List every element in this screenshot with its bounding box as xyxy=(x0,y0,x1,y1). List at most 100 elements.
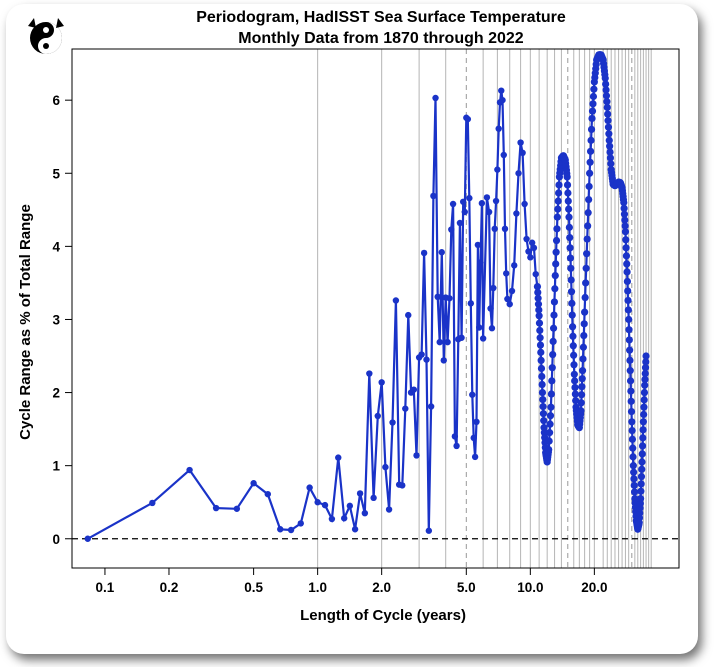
data-point xyxy=(492,197,500,205)
data-point xyxy=(469,391,476,398)
data-point xyxy=(571,383,579,392)
data-point xyxy=(584,209,592,217)
data-point xyxy=(532,270,539,278)
data-point xyxy=(601,74,609,82)
y-tick-label: 1 xyxy=(52,459,60,474)
data-point xyxy=(628,418,636,426)
data-point xyxy=(564,197,572,205)
data-point xyxy=(638,442,647,450)
data-point xyxy=(545,445,553,454)
data-point xyxy=(627,397,635,405)
data-point xyxy=(637,473,646,481)
data-point xyxy=(629,453,637,461)
data-point xyxy=(399,482,406,489)
data-point xyxy=(356,490,364,497)
data-point xyxy=(477,259,484,266)
data-point xyxy=(553,225,561,233)
data-point xyxy=(464,115,472,123)
x-tick-label: 5.0 xyxy=(457,580,476,595)
data-point xyxy=(233,505,241,512)
data-point xyxy=(533,282,542,291)
data-point xyxy=(423,356,430,363)
data-point xyxy=(536,334,544,342)
data-point xyxy=(523,235,530,243)
data-point xyxy=(585,195,593,204)
data-point xyxy=(535,306,543,314)
data-point xyxy=(548,364,556,372)
data-point xyxy=(622,252,631,260)
data-point xyxy=(604,117,612,125)
data-point xyxy=(519,149,526,156)
data-point xyxy=(639,418,647,426)
data-point xyxy=(603,103,611,112)
data-point xyxy=(500,151,507,159)
data-point xyxy=(546,420,554,428)
data-point xyxy=(583,235,591,243)
data-point xyxy=(623,268,631,276)
data-point xyxy=(639,434,647,442)
data-point xyxy=(335,454,342,461)
data-point xyxy=(566,233,574,242)
data-point xyxy=(552,260,560,268)
data-point xyxy=(456,219,464,227)
data-point xyxy=(570,351,578,359)
data-point xyxy=(589,92,598,101)
data-point xyxy=(640,403,648,411)
data-point xyxy=(530,244,538,252)
data-point xyxy=(297,520,304,527)
data-point xyxy=(625,326,633,334)
y-tick-label: 4 xyxy=(52,239,60,254)
x-tick-label: 0.5 xyxy=(244,580,263,595)
data-point xyxy=(410,386,418,393)
data-point xyxy=(629,444,637,452)
data-point xyxy=(495,125,502,132)
data-point xyxy=(402,405,409,412)
data-point xyxy=(625,315,633,324)
data-point xyxy=(580,320,588,328)
data-point xyxy=(306,484,313,491)
data-point xyxy=(346,502,354,510)
data-point xyxy=(569,332,577,340)
data-point xyxy=(621,216,629,224)
data-point xyxy=(642,352,650,360)
data-point xyxy=(549,324,558,332)
data-point xyxy=(385,506,393,513)
data-point xyxy=(534,300,543,308)
y-tick-label: 6 xyxy=(52,93,60,108)
data-point xyxy=(277,526,284,533)
data-point xyxy=(641,364,650,372)
y-axis: 0 1 2 3 4 5 6 xyxy=(52,93,72,547)
data-point xyxy=(366,370,373,377)
data-point xyxy=(583,250,591,258)
data-point xyxy=(490,284,497,292)
data-point xyxy=(521,200,528,208)
series-line xyxy=(87,53,648,540)
data-point xyxy=(425,527,433,534)
data-point xyxy=(528,239,536,246)
data-point xyxy=(554,197,562,205)
plot-frame xyxy=(71,48,680,569)
data-point xyxy=(579,343,587,351)
data-point xyxy=(587,136,595,144)
data-point xyxy=(577,399,585,407)
data-point xyxy=(585,182,593,191)
data-point xyxy=(604,110,612,118)
data-point xyxy=(605,136,613,144)
data-point xyxy=(626,346,634,354)
data-point xyxy=(418,351,425,358)
data-point xyxy=(413,452,420,459)
data-point xyxy=(587,125,596,134)
data-point xyxy=(478,200,486,207)
data-point xyxy=(535,319,544,327)
data-point xyxy=(540,417,548,425)
data-point xyxy=(638,450,646,458)
data-point xyxy=(640,388,649,397)
data-point xyxy=(577,407,585,415)
y-tick-label: 0 xyxy=(52,532,60,547)
data-point xyxy=(538,388,547,397)
data-point xyxy=(471,453,479,461)
data-point xyxy=(461,208,468,216)
data-point xyxy=(535,312,543,320)
data-point xyxy=(630,475,638,483)
data-point xyxy=(567,276,575,284)
